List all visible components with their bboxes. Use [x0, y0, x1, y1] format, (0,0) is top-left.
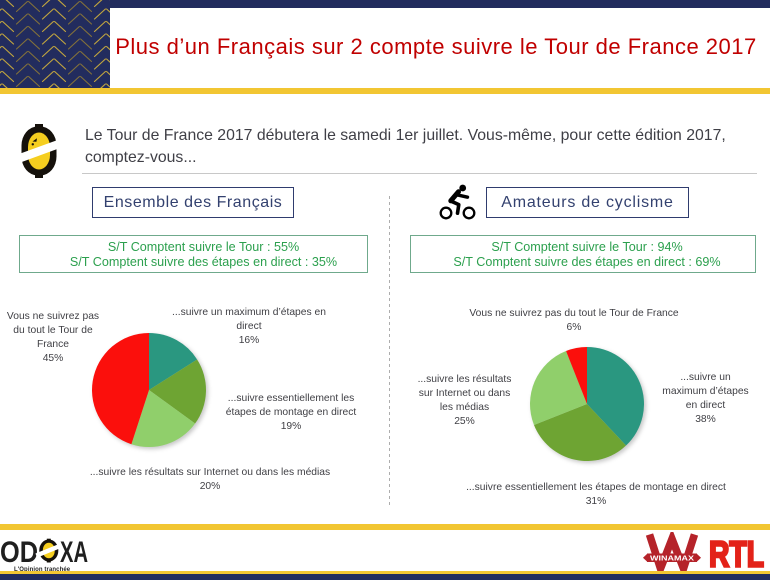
svg-text:WINAMAX: WINAMAX — [650, 554, 694, 563]
svg-text:XA: XA — [60, 538, 88, 569]
svg-text:L'Opinion tranchée: L'Opinion tranchée — [14, 567, 71, 573]
svg-text:OD: OD — [0, 538, 38, 569]
svg-text:RTL: RTL — [709, 537, 764, 569]
